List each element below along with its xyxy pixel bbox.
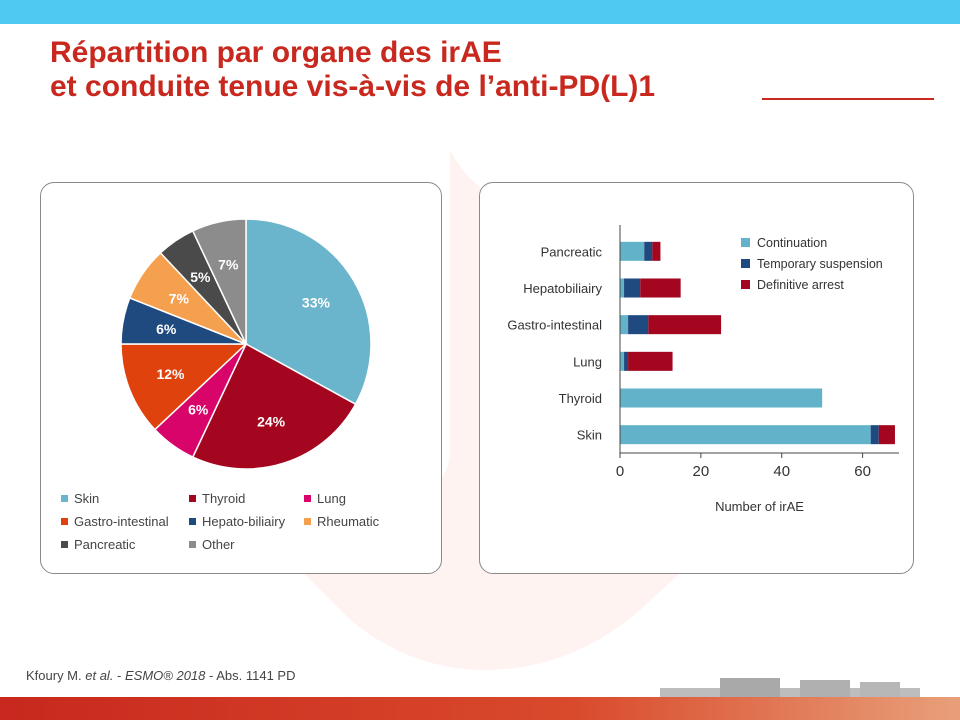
legend-label: Lung xyxy=(317,491,346,506)
legend-swatch xyxy=(61,541,68,548)
bar-segment-definitive-arrest xyxy=(628,351,673,371)
pie-data-label: 7% xyxy=(169,290,190,306)
bar-segment-temporary-suspension xyxy=(644,241,653,261)
legend-swatch xyxy=(304,495,311,502)
bar-segment-temporary-suspension xyxy=(624,278,641,298)
bar-legend-swatch xyxy=(741,259,750,268)
pie-data-label: 7% xyxy=(218,257,239,273)
pie-data-label: 6% xyxy=(156,321,177,337)
legend-swatch xyxy=(61,518,68,525)
top-accent-bar xyxy=(0,0,960,24)
legend-label: Thyroid xyxy=(202,491,246,506)
category-label: Gastro-intestinal xyxy=(507,318,602,333)
bar-segment-continuation xyxy=(620,425,871,445)
citation-etal: et al. xyxy=(85,668,114,683)
slide-title: Répartition par organe des irAE et condu… xyxy=(50,36,655,104)
legend-label: Other xyxy=(202,537,235,552)
category-label: Lung xyxy=(573,354,602,369)
title-line-2: et conduite tenue vis-à-vis de l’anti-PD… xyxy=(50,70,656,103)
bar-legend-label: Continuation xyxy=(757,236,827,250)
pie-slice-thyroid xyxy=(191,342,357,470)
bar-chart-panel: Pancreatic Hepatobiliairy Gastro-intestina… xyxy=(479,182,914,574)
title-underline xyxy=(762,98,934,100)
x-tick-label: 60 xyxy=(854,463,871,480)
bar-legend-swatch xyxy=(741,238,750,247)
pie-data-label: 24% xyxy=(257,413,286,429)
stacked-bar-chart: Pancreatic Hepatobiliairy Gastro-intestina… xyxy=(507,225,899,514)
bar-segment-definitive-arrest xyxy=(652,241,661,261)
bar-segment-definitive-arrest xyxy=(640,278,681,298)
x-tick-label: 0 xyxy=(616,463,624,480)
x-tick-label: 20 xyxy=(693,463,710,480)
pie-legend-item: Lung xyxy=(304,491,346,506)
pie-data-label: 5% xyxy=(190,269,211,285)
category-label: Pancreatic xyxy=(541,244,603,259)
legend-label: Skin xyxy=(74,491,100,506)
pie-legend-item: Thyroid xyxy=(189,491,245,506)
pie-slice-other xyxy=(191,218,247,345)
pie-legend-item: Gastro-intestinal xyxy=(61,514,169,529)
pie-data-label: 12% xyxy=(156,366,185,382)
pie-slice-skin xyxy=(245,218,372,406)
bar-legend-swatch xyxy=(741,280,750,289)
bar-segment-definitive-arrest xyxy=(878,425,895,445)
pie-legend-item: Pancreatic xyxy=(61,537,135,552)
pie-legend-item: Hepato-biliairy xyxy=(189,514,285,529)
citation-rest: - Abs. 1141 PD xyxy=(205,668,296,683)
bar-legend-label: Definitive arrest xyxy=(757,278,844,292)
citation-sep: - xyxy=(113,668,125,683)
title-line-1: Répartition par organe des irAE xyxy=(50,36,502,69)
category-label: Skin xyxy=(577,428,602,443)
bar-segment-definitive-arrest xyxy=(648,315,722,335)
pie-data-label: 6% xyxy=(188,402,209,418)
category-label: Hepatobiliairy xyxy=(523,281,602,296)
bar-segment-continuation xyxy=(620,351,625,371)
bar-segment-continuation xyxy=(620,241,645,261)
x-axis-title: Number of irAE xyxy=(715,499,804,514)
citation-author: Kfoury M. xyxy=(26,668,82,683)
bottom-accent-bar xyxy=(0,697,960,720)
pie-slice-gastro-intestinal xyxy=(120,343,248,431)
category-label: Thyroid xyxy=(559,391,602,406)
bar-segment-continuation xyxy=(620,388,823,408)
x-tick-label: 40 xyxy=(773,463,790,480)
pie-chart-panel: 33% 24% 6% 12% 6% 7% 5% 7% Skin Thyroid Lung Gastr… xyxy=(40,182,442,574)
bar-segment-temporary-suspension xyxy=(624,351,629,371)
legend-swatch xyxy=(189,541,196,548)
bar-legend-label: Temporary suspension xyxy=(757,257,883,271)
source-citation: Kfoury M. et al. - ESMO® 2018 - Abs. 114… xyxy=(26,668,296,683)
legend-label: Rheumatic xyxy=(317,514,380,529)
legend-label: Hepato-biliairy xyxy=(202,514,286,529)
bar-segment-continuation xyxy=(620,278,625,298)
pie-data-label: 33% xyxy=(302,295,331,311)
pie-legend-item: Other xyxy=(189,537,235,552)
legend-label: Pancreatic xyxy=(74,537,136,552)
pie-legend-item: Rheumatic xyxy=(304,514,379,529)
bar-segment-continuation xyxy=(620,315,629,335)
legend-swatch xyxy=(304,518,311,525)
bar-segment-temporary-suspension xyxy=(870,425,879,445)
legend-swatch xyxy=(61,495,68,502)
pie-chart: 33%24%6%12%6%7%5%7% xyxy=(120,218,372,470)
bar-segment-temporary-suspension xyxy=(628,315,649,335)
pie-legend-item: Skin xyxy=(61,491,99,506)
citation-source: ESMO® 2018 xyxy=(125,668,206,683)
legend-label: Gastro-intestinal xyxy=(74,514,169,529)
legend-swatch xyxy=(189,495,196,502)
legend-swatch xyxy=(189,518,196,525)
